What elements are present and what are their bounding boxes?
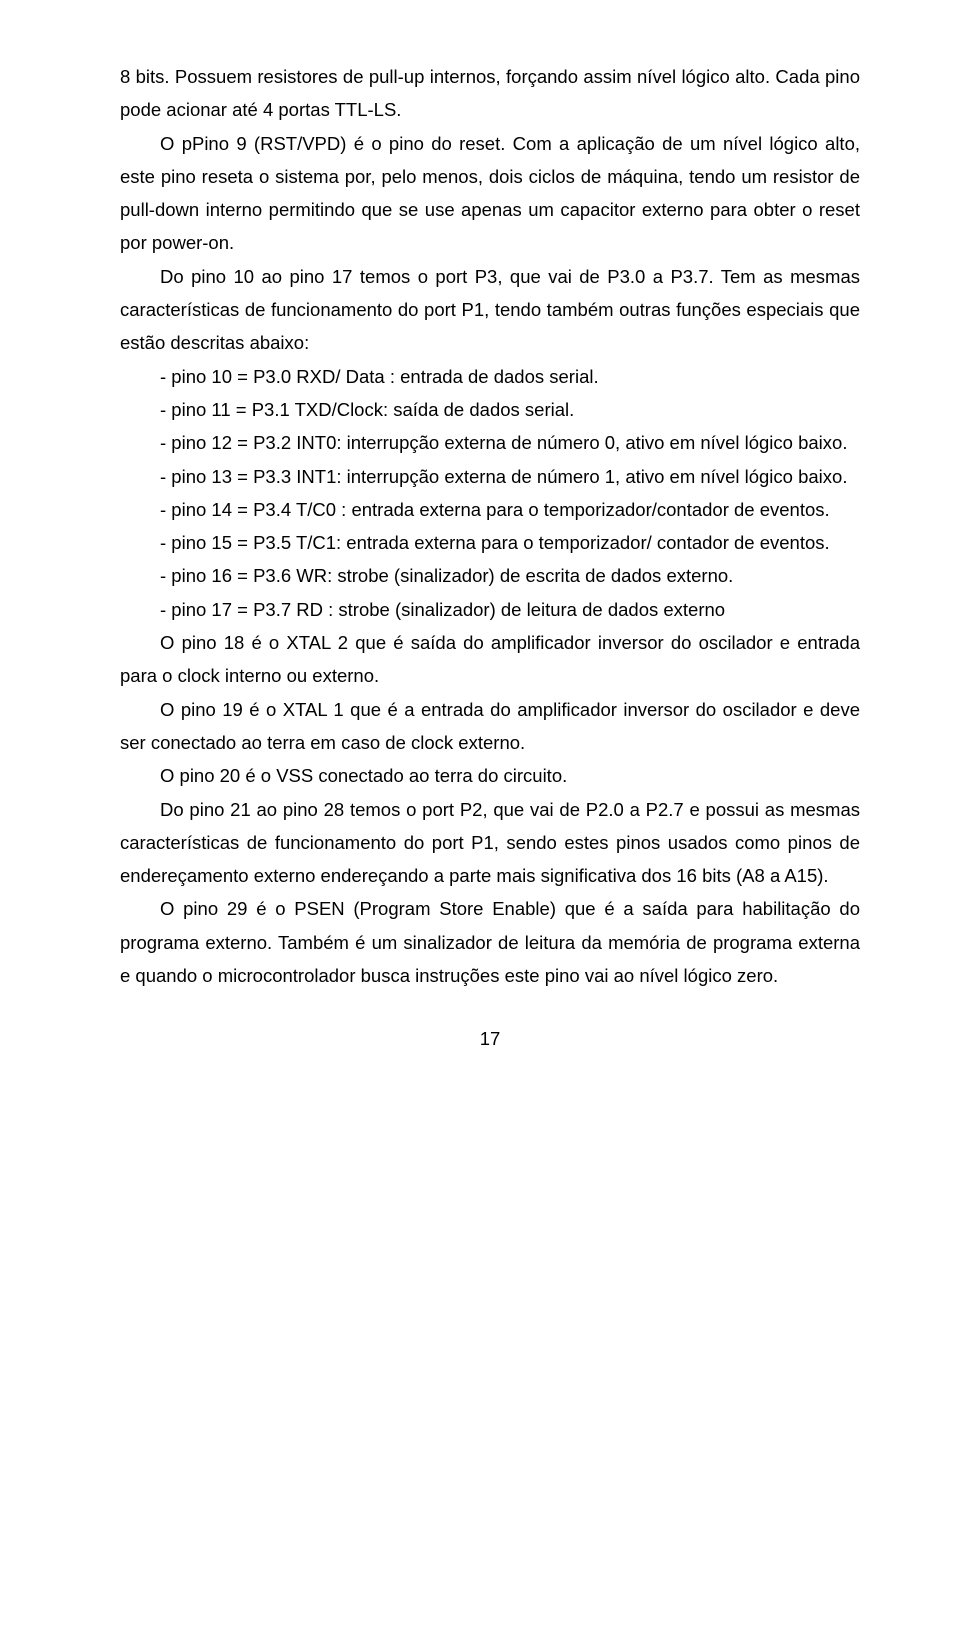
paragraph: O pino 20 é o VSS conectado ao terra do …	[120, 759, 860, 792]
paragraph: Do pino 21 ao pino 28 temos o port P2, q…	[120, 793, 860, 893]
paragraph: O pino 19 é o XTAL 1 que é a entrada do …	[120, 693, 860, 760]
paragraph: O pino 18 é o XTAL 2 que é saída do ampl…	[120, 626, 860, 693]
paragraph: O pino 29 é o PSEN (Program Store Enable…	[120, 892, 860, 992]
list-item: - pino 16 = P3.6 WR: strobe (sinalizador…	[120, 559, 860, 592]
list-item: - pino 12 = P3.2 INT0: interrupção exter…	[120, 426, 860, 459]
list-item: - pino 15 = P3.5 T/C1: entrada externa p…	[120, 526, 860, 559]
paragraph: Do pino 10 ao pino 17 temos o port P3, q…	[120, 260, 860, 360]
paragraph: O pPino 9 (RST/VPD) é o pino do reset. C…	[120, 127, 860, 260]
paragraph: 8 bits. Possuem resistores de pull-up in…	[120, 60, 860, 127]
list-item: - pino 13 = P3.3 INT1: interrupção exter…	[120, 460, 860, 493]
list-item: - pino 17 = P3.7 RD : strobe (sinalizado…	[120, 593, 860, 626]
page-number: 17	[120, 1022, 860, 1055]
list-item: - pino 10 = P3.0 RXD/ Data : entrada de …	[120, 360, 860, 393]
list-item: - pino 11 = P3.1 TXD/Clock: saída de dad…	[120, 393, 860, 426]
document-page: 8 bits. Possuem resistores de pull-up in…	[0, 0, 960, 1096]
list-item: - pino 14 = P3.4 T/C0 : entrada externa …	[120, 493, 860, 526]
